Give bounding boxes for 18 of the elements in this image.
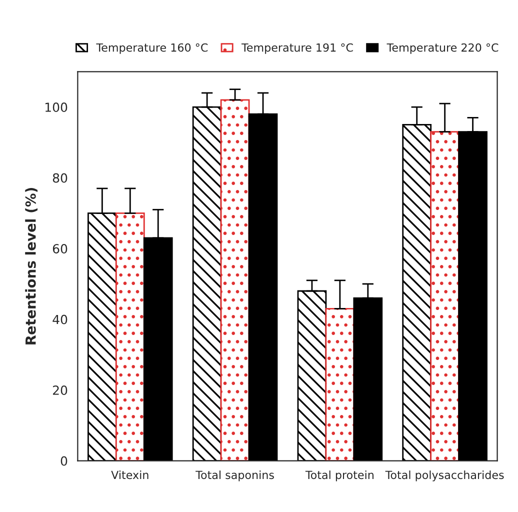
x-tick-label: Vitexin: [111, 470, 148, 480]
x-tick-label: Total saponins: [196, 470, 274, 482]
bar: [430, 131, 460, 461]
y-tick-label: 20: [52, 386, 68, 395]
y-tick-label: 0: [60, 456, 68, 466]
legend-label: Temperature 160 °C: [96, 43, 208, 54]
y-tick-label: 60: [52, 244, 68, 254]
y-axis-title: Retentions level (%): [25, 188, 38, 344]
y-tick-label: 100: [45, 102, 68, 112]
legend-label: Temperature 220 °C: [386, 43, 498, 54]
y-tick-label: 40: [52, 314, 68, 324]
bar: [115, 212, 145, 461]
x-tick-label: Total polysaccharides: [385, 470, 504, 482]
legend-label: Temperature 191 °C: [241, 43, 353, 54]
x-tick-label: Total protein: [305, 470, 374, 482]
y-tick-label: 80: [52, 173, 68, 183]
bar: [325, 308, 355, 461]
bar: [220, 99, 250, 461]
